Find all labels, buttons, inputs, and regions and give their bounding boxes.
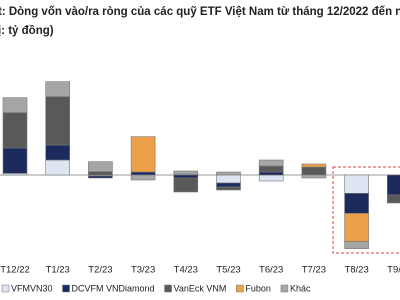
- bar-segment: [301, 166, 327, 176]
- bar-segment: [258, 174, 284, 182]
- bar-segment: [216, 174, 241, 184]
- x-tick-label: T12/22: [0, 265, 30, 276]
- bar-segment: [258, 159, 284, 167]
- bar-segment: [2, 147, 28, 174]
- legend-swatch: [1, 284, 10, 293]
- bar-segment: [130, 174, 156, 181]
- legend-label: Khác: [290, 283, 311, 293]
- bar-segment: [88, 175, 113, 179]
- x-tick-label: T9/23: [387, 265, 400, 276]
- bar-segment: [45, 96, 71, 146]
- legend-swatch: [280, 284, 289, 293]
- bar-segment: [216, 171, 241, 176]
- bar-segment: [301, 174, 327, 179]
- bar-segment: [45, 81, 71, 97]
- bar-segment: [216, 186, 241, 191]
- x-tick-label: T7/23: [302, 265, 326, 276]
- legend-label: VFMVN30: [11, 283, 53, 293]
- bar-segment: [344, 213, 369, 242]
- bar-segment: [301, 163, 327, 168]
- bar-segment: [88, 161, 113, 172]
- bar-segment: [173, 177, 199, 193]
- chart-title: t: Dòng vốn vào/ra ròng của các quỹ ETF …: [0, 6, 400, 18]
- legend-label: VanEck VNM: [174, 283, 227, 293]
- legend-swatch: [62, 284, 70, 293]
- highlight-box: [332, 166, 400, 254]
- legend-swatch: [164, 284, 172, 293]
- legend-label: DCVFM VNDiamond: [72, 283, 155, 293]
- legend-swatch: [236, 284, 244, 293]
- bar-segment: [45, 159, 71, 176]
- bar-segment: [258, 171, 284, 176]
- bar-segment: [88, 171, 113, 176]
- bar-segment: [344, 193, 369, 214]
- bar-segment: [386, 174, 400, 196]
- bar-segment: [344, 241, 369, 249]
- bar-segment: [173, 174, 199, 179]
- bar-segment: [216, 182, 241, 188]
- bar-segment: [130, 171, 156, 176]
- x-tick-label: T1/23: [46, 265, 70, 276]
- chart-subtitle: ị: tỷ đồng): [0, 25, 54, 37]
- bar-segment: [344, 174, 369, 194]
- bar-segment: [258, 165, 284, 173]
- bar-segment: [130, 136, 156, 173]
- x-tick-label: T8/23: [344, 265, 368, 276]
- bar-segment: [45, 144, 71, 161]
- x-tick-label: T6/23: [259, 265, 283, 276]
- bar-segment: [2, 112, 28, 149]
- legend-label: Fubon: [245, 283, 271, 293]
- bar-segment: [173, 170, 199, 175]
- x-tick-label: T3/23: [131, 265, 155, 276]
- bar-segment: [2, 97, 28, 113]
- x-tick-label: T4/23: [174, 265, 198, 276]
- x-tick-label: T2/23: [88, 265, 112, 276]
- bar-segment: [386, 194, 400, 204]
- x-tick-label: T5/23: [216, 265, 240, 276]
